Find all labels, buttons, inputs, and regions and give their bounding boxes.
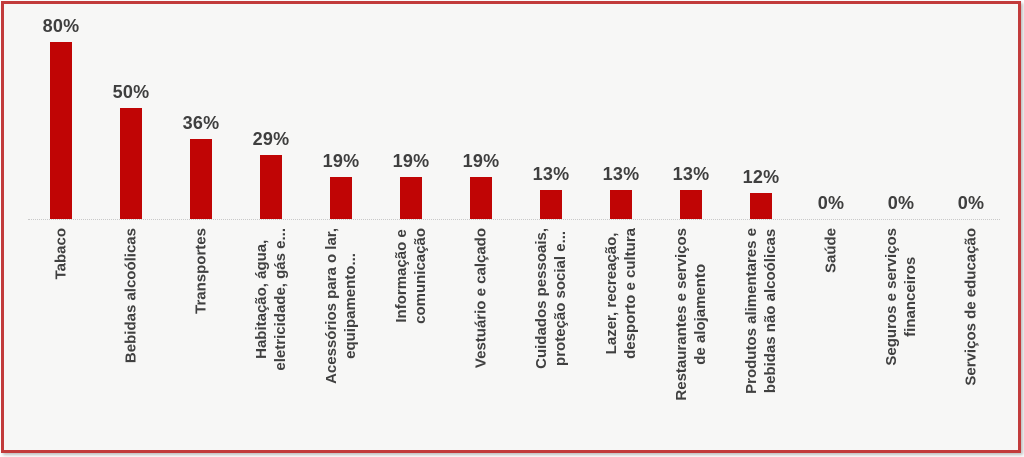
bar bbox=[540, 190, 562, 219]
bar-column: 36% Transportes bbox=[166, 4, 236, 450]
bar bbox=[610, 190, 632, 219]
bar-zone: 19% bbox=[376, 4, 446, 219]
bar bbox=[50, 42, 72, 219]
bar-column: 0% Serviços de educação bbox=[936, 4, 1006, 450]
category-label: Saúde bbox=[822, 228, 840, 274]
bar-column: 19% Vestuário e calçado bbox=[446, 4, 516, 450]
bar-zone: 50% bbox=[96, 4, 166, 219]
bar-column: 80% Tabaco bbox=[26, 4, 96, 450]
bar bbox=[750, 192, 772, 219]
bar-zone: 0% bbox=[936, 4, 1006, 219]
category-label-zone: Acessórios para o lar, equipamento... bbox=[306, 219, 376, 450]
bar-value-label: 0% bbox=[957, 193, 985, 213]
bar-value-label: 12% bbox=[742, 166, 780, 187]
category-label-zone: Tabaco bbox=[26, 219, 96, 450]
category-label: Serviços de educação bbox=[962, 228, 980, 386]
bar-zone: 0% bbox=[866, 4, 936, 219]
category-label: Tabaco bbox=[52, 228, 70, 280]
bar bbox=[470, 177, 492, 219]
bar-value-label: 0% bbox=[887, 193, 915, 213]
bar-value-label: 19% bbox=[392, 151, 430, 171]
category-label-zone: Produtos alimentares e bebidas não alcoó… bbox=[726, 219, 796, 450]
bar bbox=[190, 139, 212, 219]
bar-zone: 19% bbox=[446, 4, 516, 219]
x-axis-line bbox=[28, 219, 1000, 220]
bar-value-label: 19% bbox=[462, 151, 500, 171]
bar-column: 19% Acessórios para o lar, equipamento... bbox=[306, 4, 376, 450]
bar-zone: 12% bbox=[726, 4, 796, 219]
bar-column: 50% Bebidas alcoólicas bbox=[96, 4, 166, 450]
bar-zone: 0% bbox=[796, 4, 866, 219]
category-label-zone: Habitação, água, eletricidade, gás e... bbox=[236, 219, 306, 450]
bar-zone: 13% bbox=[516, 4, 586, 219]
bar-column: 29% Habitação, água, eletricidade, gás e.… bbox=[236, 4, 306, 450]
category-label-zone: Seguros e serviços financeiros bbox=[866, 219, 936, 450]
bar-value-label: 29% bbox=[252, 128, 290, 149]
category-label: Vestuário e calçado bbox=[472, 228, 490, 369]
bar-column: 12% Produtos alimentares e bebidas não al… bbox=[726, 4, 796, 450]
category-label: Cuidados pessoais, proteção social e... bbox=[533, 228, 569, 369]
bar-value-label: 0% bbox=[817, 193, 845, 213]
bar-zone: 80% bbox=[26, 4, 96, 219]
category-label: Produtos alimentares e bebidas não alcoó… bbox=[743, 228, 779, 394]
category-label: Informação e comunicação bbox=[393, 228, 429, 324]
category-label-zone: Serviços de educação bbox=[936, 219, 1006, 450]
bar-column: 13% Lazer, recreação, desporto e cultura bbox=[586, 4, 656, 450]
category-label: Habitação, água, eletricidade, gás e... bbox=[253, 228, 289, 371]
category-label: Bebidas alcoólicas bbox=[122, 228, 140, 364]
bar-value-label: 13% bbox=[532, 164, 570, 185]
bar bbox=[680, 190, 702, 219]
bar-zone: 13% bbox=[586, 4, 656, 219]
category-label-zone: Cuidados pessoais, proteção social e... bbox=[516, 219, 586, 450]
bar-column: 0% Saúde bbox=[796, 4, 866, 450]
bar-zone: 13% bbox=[656, 4, 726, 219]
bar-column: 19% Informação e comunicação bbox=[376, 4, 446, 450]
bar-column: 0% Seguros e serviços financeiros bbox=[866, 4, 936, 450]
bar bbox=[260, 154, 282, 219]
bar-zone: 19% bbox=[306, 4, 376, 219]
category-label: Acessórios para o lar, equipamento... bbox=[323, 228, 359, 384]
bar bbox=[330, 177, 352, 219]
bar-column: 13% Restaurantes e serviços de alojamento bbox=[656, 4, 726, 450]
category-label-zone: Lazer, recreação, desporto e cultura bbox=[586, 219, 656, 450]
category-label-zone: Informação e comunicação bbox=[376, 219, 446, 450]
bar-value-label: 50% bbox=[112, 82, 150, 103]
category-label: Seguros e serviços financeiros bbox=[883, 228, 919, 366]
bar-value-label: 13% bbox=[672, 164, 710, 185]
plot-area: 80% Tabaco 50% Bebidas alcoólicas 36% Transpo… bbox=[26, 4, 1006, 450]
category-label-zone: Saúde bbox=[796, 219, 866, 450]
category-label-zone: Restaurantes e serviços de alojamento bbox=[656, 219, 726, 450]
bar-zone: 29% bbox=[236, 4, 306, 219]
category-label-zone: Transportes bbox=[166, 219, 236, 450]
category-label: Lazer, recreação, desporto e cultura bbox=[603, 228, 639, 359]
bar bbox=[120, 108, 142, 219]
bar-value-label: 80% bbox=[42, 16, 80, 36]
category-label: Transportes bbox=[192, 228, 210, 314]
category-label: Restaurantes e serviços de alojamento bbox=[673, 228, 709, 401]
bar bbox=[400, 177, 422, 219]
bar-value-label: 36% bbox=[182, 113, 220, 134]
bar-zone: 36% bbox=[166, 4, 236, 219]
bar-value-label: 19% bbox=[322, 151, 360, 171]
category-label-zone: Vestuário e calçado bbox=[446, 219, 516, 450]
bar-column: 13% Cuidados pessoais, proteção social e.… bbox=[516, 4, 586, 450]
bar-value-label: 13% bbox=[602, 164, 640, 185]
category-label-zone: Bebidas alcoólicas bbox=[96, 219, 166, 450]
